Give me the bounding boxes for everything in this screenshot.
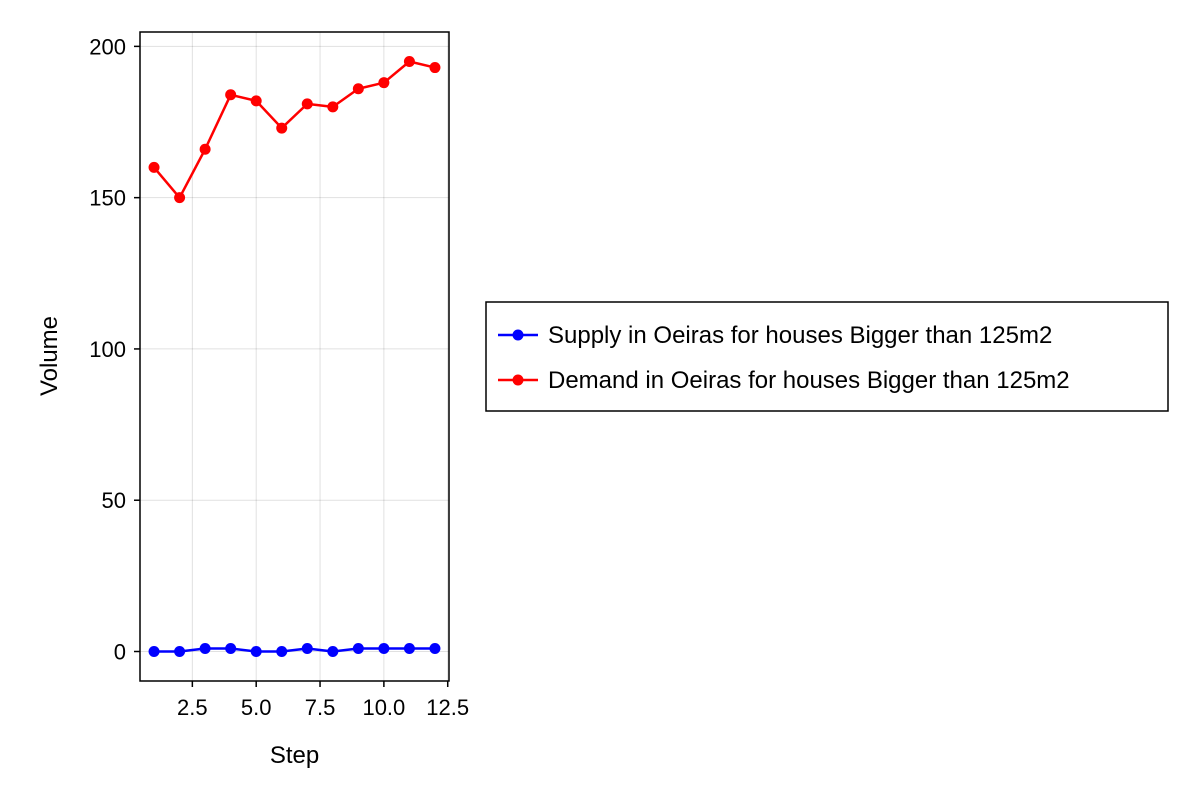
series-layer (148, 56, 441, 657)
data-point-demand (327, 101, 339, 113)
data-point-supply (301, 642, 313, 654)
data-point-demand (148, 161, 160, 173)
y-tick-label: 50 (102, 488, 126, 513)
data-point-supply (276, 646, 288, 657)
data-point-supply (403, 642, 415, 654)
data-point-demand (378, 77, 390, 89)
y-axis-title: Volume (36, 316, 63, 396)
grid (140, 32, 449, 681)
x-axis-title: Step (270, 742, 319, 769)
x-tick-label: 10.0 (362, 695, 405, 720)
data-point-demand (301, 98, 313, 110)
data-point-demand (225, 89, 237, 101)
legend-item-demand: Demand in Oeiras for houses Bigger than … (498, 367, 1070, 394)
y-tick-label: 0 (114, 640, 126, 665)
data-point-demand (174, 192, 186, 204)
legend-swatch-marker-supply (512, 329, 524, 341)
y-tick-label: 200 (89, 34, 126, 59)
data-point-supply (199, 642, 211, 654)
x-tick-label: 7.5 (305, 695, 336, 720)
legend-label-supply: Supply in Oeiras for houses Bigger than … (548, 322, 1052, 349)
axes: 2.5 5.0 7.5 10.0 12.5 0 50 100 150 200 (89, 34, 469, 720)
legend-item-supply: Supply in Oeiras for houses Bigger than … (498, 322, 1052, 349)
legend-label-demand: Demand in Oeiras for houses Bigger than … (548, 367, 1070, 394)
x-tick-label: 5.0 (241, 695, 272, 720)
data-point-supply (225, 642, 237, 654)
data-point-supply (174, 646, 186, 657)
legend-box (485, 301, 1169, 412)
data-point-supply (327, 646, 339, 657)
data-point-demand (199, 143, 211, 155)
data-point-supply (148, 646, 160, 657)
series-line-demand (153, 60, 436, 199)
data-point-demand (352, 83, 364, 95)
data-point-supply (250, 646, 262, 657)
data-point-demand (250, 95, 262, 107)
data-point-demand (276, 122, 288, 134)
legend: Supply in Oeiras for houses Bigger than … (485, 301, 1169, 412)
data-point-demand (429, 62, 441, 74)
y-tick-label: 100 (89, 337, 126, 362)
data-point-supply (378, 642, 390, 654)
data-point-supply (352, 642, 364, 654)
y-tick-label: 150 (89, 186, 126, 211)
data-point-demand (403, 56, 415, 67)
x-tick-label: 2.5 (177, 695, 208, 720)
legend-swatch-marker-demand (512, 374, 524, 386)
data-point-supply (429, 642, 441, 654)
plot-area (139, 31, 450, 682)
x-tick-label: 12.5 (426, 695, 469, 720)
